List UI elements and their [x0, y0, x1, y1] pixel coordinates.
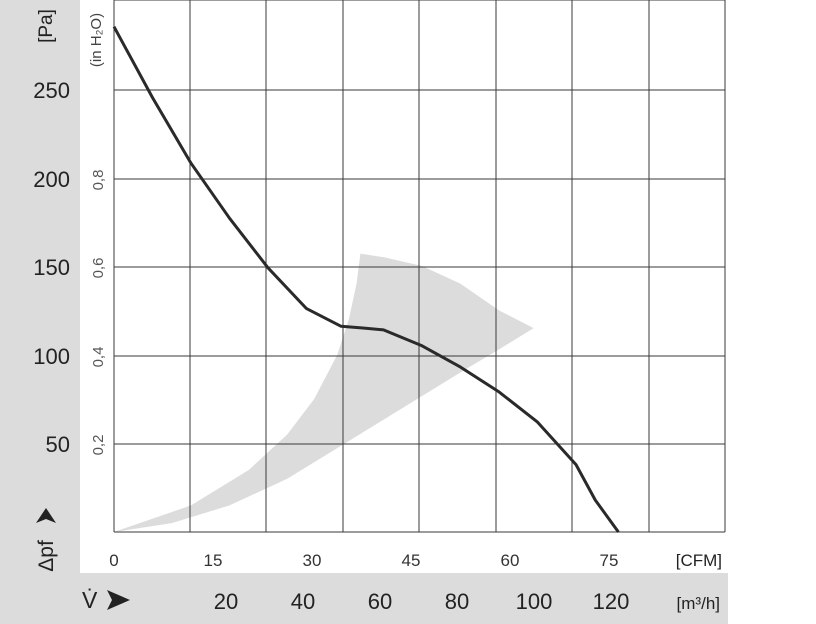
y-tick-label: 200 — [33, 167, 70, 192]
y-secondary-tick-label: 0,8 — [90, 170, 107, 191]
y-axis-label: Δpf — [35, 540, 58, 572]
x-axis-band — [80, 573, 728, 624]
x-tick-cfm-label: 60 — [501, 551, 520, 570]
x-unit-m3h-label: [m³/h] — [677, 594, 720, 613]
y-secondary-unit-label: (in H₂O) — [88, 13, 105, 67]
y-tick-label: 50 — [46, 432, 70, 457]
x-tick-m3h-label: 80 — [445, 589, 469, 614]
x-tick-m3h-label: 40 — [291, 589, 315, 614]
y-tick-label: 150 — [33, 255, 70, 280]
y-axis-band-bottom — [0, 573, 80, 624]
y-axis-arrow-icon — [36, 508, 56, 523]
x-tick-cfm-label: 15 — [204, 551, 223, 570]
x-tick-cfm-label: 0 — [109, 551, 118, 570]
x-tick-m3h-label: 20 — [214, 589, 238, 614]
x-axis-arrow-icon — [107, 590, 130, 610]
operating-range-band — [114, 253, 534, 532]
y-tick-label: 250 — [33, 78, 70, 103]
x-tick-cfm-label: 75 — [600, 551, 619, 570]
x-tick-cfm-label: 30 — [303, 551, 322, 570]
y-unit-label: [Pa] — [36, 9, 57, 43]
y-axis-band — [0, 0, 80, 578]
x-tick-cfm-label: 45 — [402, 551, 421, 570]
x-axis-label: V̇ — [82, 587, 98, 613]
y-tick-label: 100 — [33, 344, 70, 369]
x-unit-cfm-label: [CFM] — [676, 551, 722, 570]
x-tick-m3h-label: 120 — [593, 589, 630, 614]
x-tick-m3h-label: 100 — [516, 589, 553, 614]
y-secondary-tick-label: 0,6 — [90, 258, 107, 279]
y-secondary-tick-label: 0,2 — [90, 435, 107, 456]
y-secondary-tick-label: 0,4 — [90, 347, 107, 368]
x-tick-m3h-label: 60 — [368, 589, 392, 614]
pressure-curve-line — [112, 25, 620, 533]
